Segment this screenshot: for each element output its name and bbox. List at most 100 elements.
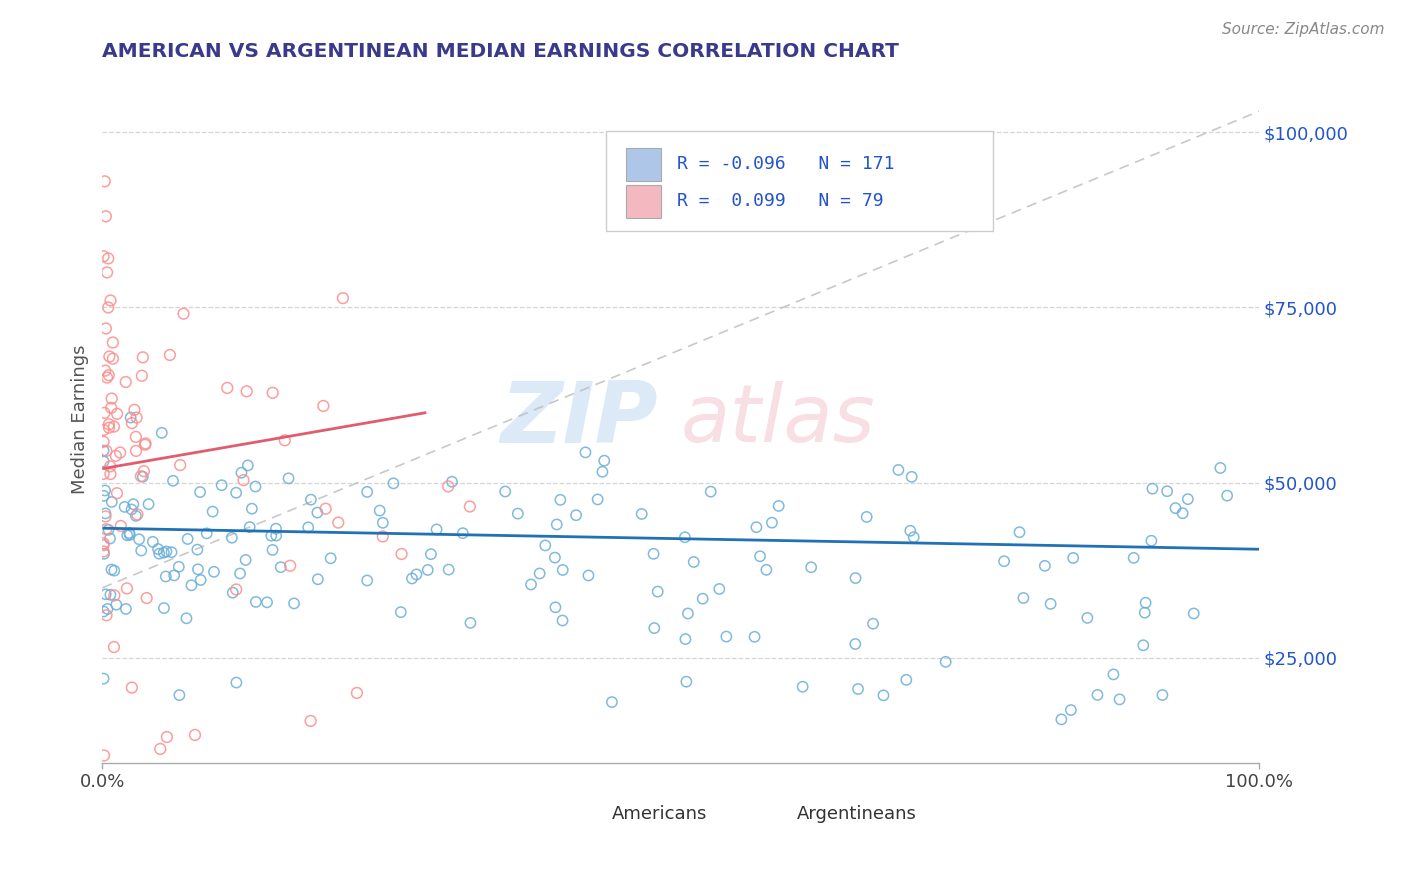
Point [1132,638,1154,652]
Point [643,547,665,561]
Point [270,560,292,574]
Point [578,568,600,582]
Point [274,434,297,448]
Point [1012,591,1035,605]
Point [169,458,191,472]
Point [260,529,283,543]
Point [761,516,783,530]
Point [184,728,207,742]
Point [98,420,121,434]
Point [846,681,869,696]
Text: Source: ZipAtlas.com: Source: ZipAtlas.com [1222,22,1385,37]
Point [93,454,115,468]
Point [93,467,115,481]
Point [121,416,143,430]
Point [1133,606,1156,620]
Point [426,523,449,537]
Point [1060,703,1083,717]
Point [574,445,596,459]
Point [94,174,117,188]
Point [100,563,122,577]
Point [96,608,118,623]
Point [162,474,184,488]
Point [103,640,125,654]
Point [692,591,714,606]
Point [299,492,322,507]
Point [401,572,423,586]
Point [132,469,155,483]
Point [94,509,117,524]
Point [1108,692,1130,706]
Point [647,584,669,599]
Point [132,351,155,365]
Point [792,680,814,694]
Point [97,368,120,383]
Point [1087,688,1109,702]
Point [264,522,287,536]
Point [93,748,115,763]
Point [93,249,115,263]
Point [1209,461,1232,475]
Point [235,384,257,399]
Point [935,655,957,669]
Point [699,484,721,499]
Text: Americans: Americans [612,805,707,823]
Point [152,546,174,560]
Point [96,265,118,279]
Point [232,473,254,487]
Point [593,453,616,467]
Point [643,621,665,635]
Point [221,531,243,545]
Point [586,492,609,507]
Point [97,301,120,315]
Point [121,502,143,516]
Point [142,534,165,549]
Point [97,523,120,537]
Y-axis label: Median Earnings: Median Earnings [72,345,89,494]
Point [125,430,148,444]
Point [93,443,115,458]
FancyBboxPatch shape [606,131,993,231]
Point [176,611,198,625]
Point [169,688,191,702]
Point [180,578,202,592]
Point [1156,484,1178,499]
Point [1033,558,1056,573]
Point [129,469,152,483]
Point [675,674,697,689]
Point [125,444,148,458]
Point [630,507,652,521]
Point [94,507,117,521]
Point [105,486,128,500]
Point [1140,533,1163,548]
Text: Argentineans: Argentineans [796,805,917,823]
Point [195,526,218,541]
Point [551,614,574,628]
Point [903,530,925,544]
Point [749,549,772,564]
Point [97,252,120,266]
Point [127,508,149,522]
Text: ZIP: ZIP [501,378,658,461]
Point [591,465,613,479]
Point [93,544,115,558]
Point [506,507,529,521]
Point [328,516,350,530]
Point [134,436,156,450]
Point [93,536,115,550]
Point [356,484,378,499]
Point [93,605,115,619]
Point [108,445,131,459]
Point [103,588,125,602]
Point [245,479,267,493]
FancyBboxPatch shape [571,798,600,825]
Point [115,582,138,596]
Point [299,714,322,728]
Text: atlas: atlas [681,381,876,458]
Point [118,528,141,542]
Point [239,520,262,534]
Point [307,506,329,520]
Point [1152,688,1174,702]
Point [600,695,623,709]
Point [236,458,259,473]
